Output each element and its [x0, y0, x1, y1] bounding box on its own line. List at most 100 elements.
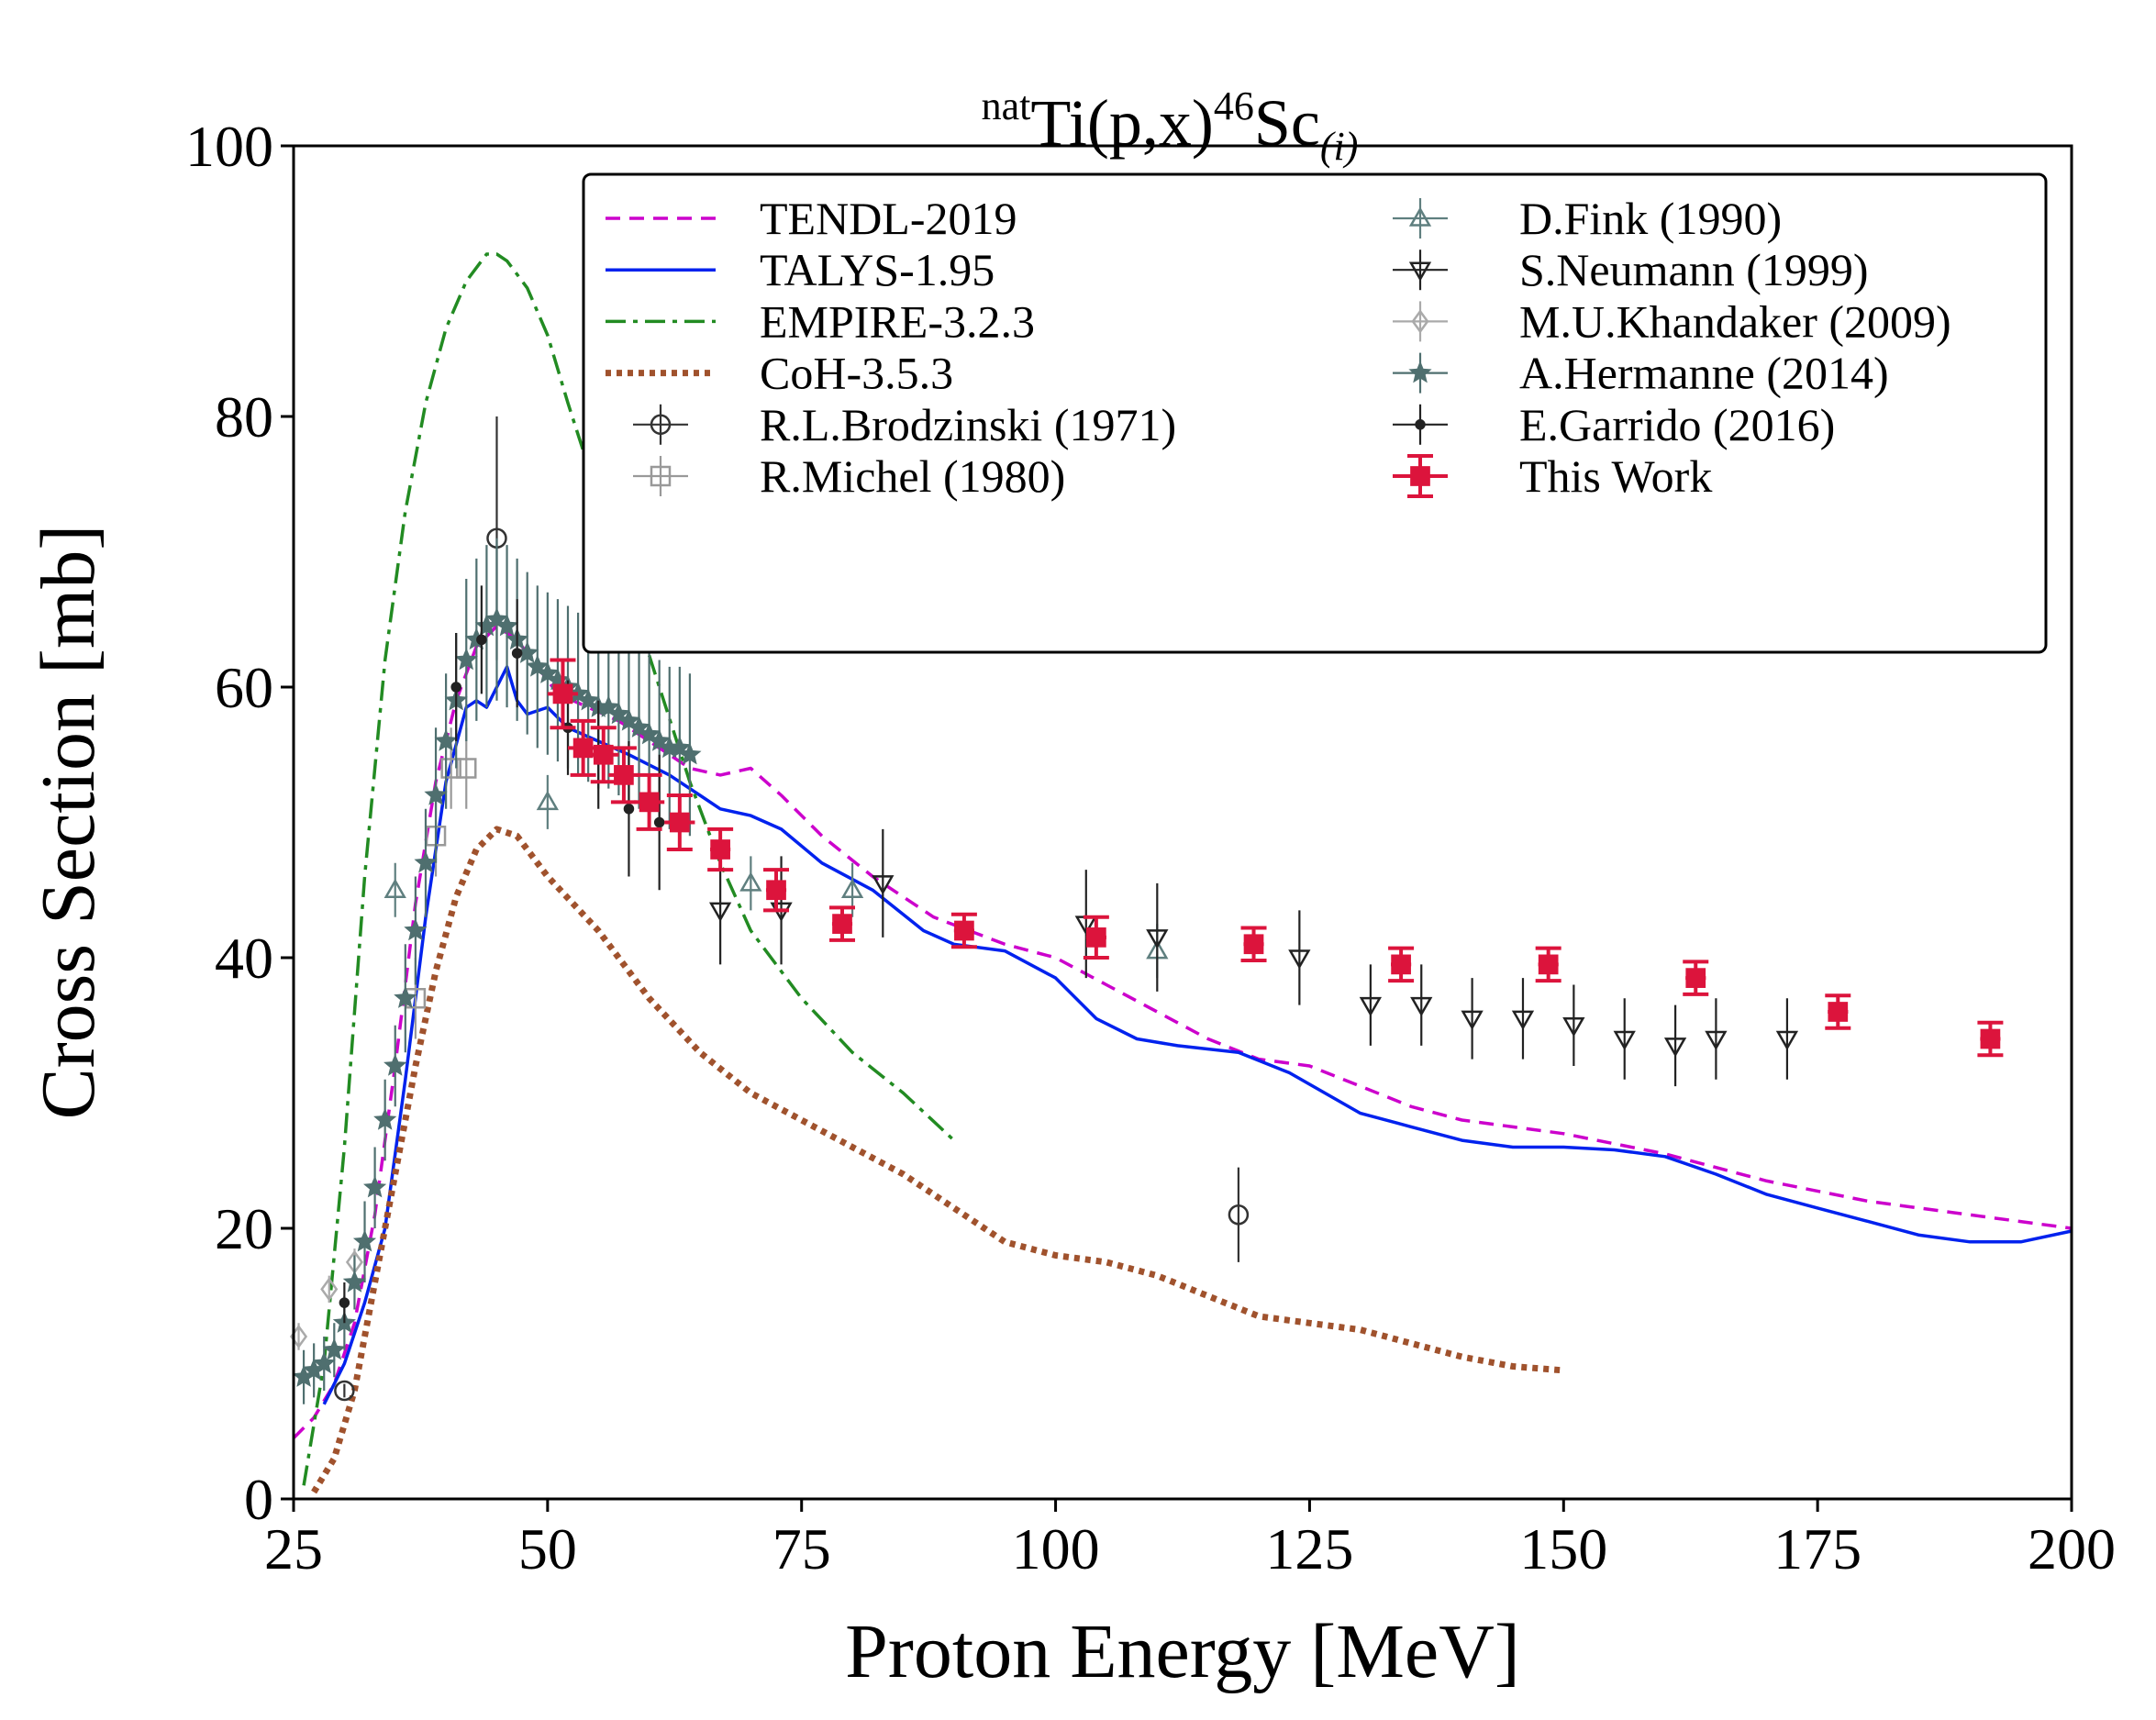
series-talys-1-95 [322, 665, 2073, 1405]
series-line [322, 665, 2073, 1405]
y-tick-label: 60 [215, 655, 273, 720]
x-tick-label: 175 [1773, 1516, 1861, 1581]
point-marker [334, 1380, 355, 1402]
point-marker [832, 914, 852, 934]
data-point [1613, 998, 1636, 1080]
legend-item-this-work: This Work [1393, 450, 1712, 502]
legend-label: S.Neumann (1999) [1519, 244, 1869, 295]
point-marker [1613, 1030, 1636, 1051]
point-marker [511, 648, 523, 659]
point-marker [1086, 927, 1106, 948]
legend-item-talys-1-95: TALYS-1.95 [606, 244, 995, 295]
legend-item-empire-3-2-3: EMPIRE-3.2.3 [606, 295, 1035, 347]
y-tick-label: 100 [185, 114, 273, 179]
data-point [1388, 946, 1415, 983]
data-point [568, 718, 599, 777]
legend-frame [582, 172, 2048, 654]
data-point [342, 1255, 367, 1310]
legend-item-m-u-khandaker-2009: M.U.Khandaker (2009) [1393, 295, 1951, 347]
point-marker [352, 1229, 377, 1252]
point-marker [1980, 1028, 2001, 1049]
series-line [311, 826, 1564, 1494]
series-layer [289, 252, 2073, 1494]
axis-ticks: 25 50 75 100 125 150 175 200 0 20 40 60 80 100 [185, 114, 2116, 1581]
point-marker [1828, 1002, 1849, 1022]
data-point [334, 1380, 355, 1402]
point-marker [623, 804, 635, 815]
title-element: Sc [1254, 86, 1320, 160]
legend-label: CoH-3.5.3 [760, 348, 953, 399]
data-point [339, 1282, 350, 1324]
x-tick-label: 200 [2028, 1516, 2116, 1581]
point-marker [1288, 949, 1311, 970]
data-point [623, 741, 635, 877]
y-tick-label: 0 [244, 1467, 273, 1532]
legend-label: R.Michel (1980) [760, 450, 1065, 502]
data-point [664, 793, 695, 851]
legend-swatch-marker [650, 465, 672, 487]
point-marker [476, 634, 487, 646]
legend-label: This Work [1519, 450, 1712, 502]
legend-item-tendl-2019: TENDL-2019 [606, 193, 1017, 244]
point-marker [1538, 954, 1559, 975]
point-marker [1705, 1030, 1728, 1051]
data-point [708, 856, 732, 965]
series-empire-3-2-3 [302, 252, 955, 1486]
data-point [320, 1275, 339, 1304]
data-point [1228, 1167, 1250, 1262]
legend-item-d-fink-1990: D.Fink (1990) [1393, 193, 1782, 244]
point-marker [424, 782, 448, 805]
data-point [414, 808, 438, 917]
legend-label: TENDL-2019 [760, 193, 1017, 244]
point-marker [450, 682, 461, 693]
point-marker [669, 812, 690, 833]
data-point [707, 827, 734, 872]
point-marker [710, 839, 730, 860]
point-marker [552, 683, 573, 705]
point-marker [1228, 1204, 1250, 1226]
data-point [1074, 870, 1097, 979]
legend-items: TENDL-2019TALYS-1.95EMPIRE-3.2.3CoH-3.5.… [606, 193, 1951, 502]
point-marker [1775, 1030, 1799, 1051]
y-axis-label: Cross Section [mb] [26, 525, 111, 1120]
point-marker [766, 880, 786, 901]
series-coh-3-5-3 [311, 826, 1564, 1494]
point-marker [440, 758, 461, 779]
series-line [302, 252, 955, 1486]
legend-label: R.L.Brodzinski (1971) [760, 399, 1176, 450]
x-tick-label: 25 [264, 1516, 323, 1581]
legend-item-coh-3-5-3: CoH-3.5.3 [606, 348, 953, 399]
point-marker [1685, 968, 1706, 988]
data-point [608, 746, 639, 805]
point-marker [383, 878, 406, 898]
x-tick-label: 50 [518, 1516, 577, 1581]
point-marker [394, 986, 417, 1008]
point-marker [322, 1337, 346, 1360]
data-point [322, 1323, 346, 1378]
data-point [829, 905, 856, 942]
data-point [653, 754, 665, 891]
legend-label: E.Garrido (2016) [1519, 399, 1835, 450]
legend-swatch-marker [1408, 361, 1432, 383]
data-point [872, 828, 895, 938]
point-marker [1461, 1010, 1484, 1030]
point-marker [1359, 996, 1383, 1017]
data-point [1977, 1020, 2004, 1058]
point-marker [1146, 929, 1169, 949]
point-marker [572, 738, 594, 759]
x-tick-label: 75 [772, 1516, 831, 1581]
data-point [404, 876, 428, 985]
point-marker [653, 816, 665, 828]
data-point [1705, 998, 1728, 1080]
title-mass: 46 [1214, 83, 1254, 128]
x-axis-label: Proton Energy [MeV] [845, 1609, 1520, 1694]
legend-label: M.U.Khandaker (2009) [1519, 295, 1951, 347]
point-marker [383, 1053, 407, 1076]
series-line [292, 624, 2073, 1439]
point-marker [536, 790, 560, 811]
point-marker [678, 742, 702, 765]
legend-swatch-marker [1408, 261, 1432, 282]
title-main: Ti(p,x) [1030, 86, 1213, 160]
data-point [588, 726, 619, 784]
data-point [1083, 915, 1109, 960]
